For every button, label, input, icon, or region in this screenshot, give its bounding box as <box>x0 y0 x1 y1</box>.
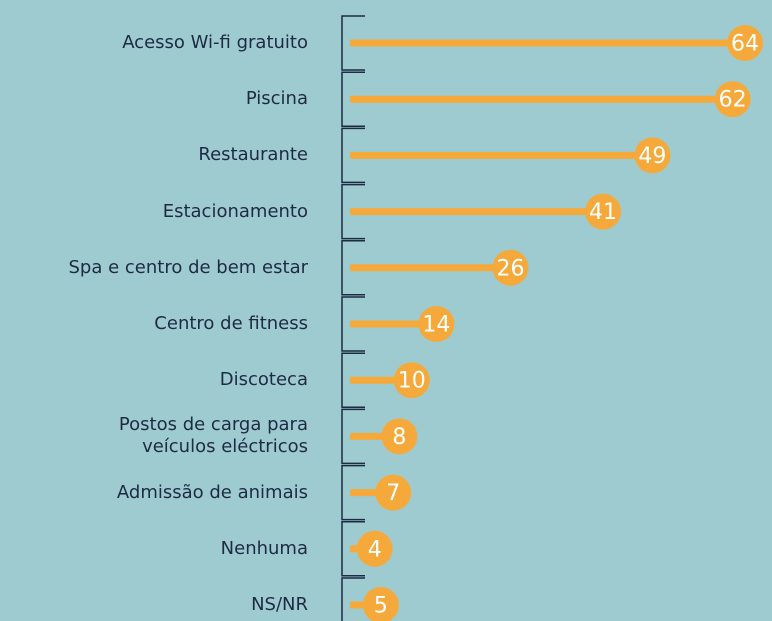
category-label: Restaurante <box>198 144 308 166</box>
category-label: Acesso Wi-fi gratuito <box>122 32 308 53</box>
dot <box>634 137 671 174</box>
category-label: Admissão de animais <box>116 481 308 503</box>
dot <box>375 474 412 511</box>
row-bracket <box>341 296 365 352</box>
dot <box>418 306 455 342</box>
row-bracket <box>341 183 365 240</box>
value-label: 10 <box>398 369 426 394</box>
value-label: 64 <box>731 32 759 57</box>
category-label: Piscina <box>245 88 308 110</box>
row-bracket <box>341 464 365 521</box>
value-label: 26 <box>496 256 524 281</box>
category-label: NS/NR <box>251 594 308 615</box>
value-label: 14 <box>422 313 450 338</box>
value-label: 4 <box>368 537 382 562</box>
value-label: 49 <box>638 144 666 169</box>
dot <box>393 362 430 399</box>
dot <box>362 587 399 621</box>
dot <box>356 530 393 567</box>
row-bracket <box>341 240 365 296</box>
dot <box>727 25 763 61</box>
value-label: 41 <box>589 200 617 225</box>
category-label: Nenhuma <box>220 537 308 559</box>
category-label: Centro de fitness <box>154 313 308 334</box>
value-label: 62 <box>719 88 747 113</box>
value-label: 7 <box>386 481 400 506</box>
row-bracket <box>341 15 365 71</box>
row-bracket <box>341 577 365 621</box>
value-label: 8 <box>392 425 406 450</box>
row-bracket <box>341 127 365 184</box>
category-label: Spa e centro de bem estar <box>68 256 309 278</box>
row-bracket <box>341 408 365 465</box>
dot <box>381 418 418 455</box>
value-label: 5 <box>374 594 388 619</box>
category-label: Estacionamento <box>162 200 308 222</box>
category-label: Discoteca <box>219 369 308 391</box>
dot <box>585 193 622 230</box>
category-label: Postos de carga para veículos eléctricos <box>118 414 308 458</box>
dot <box>714 81 751 118</box>
dot <box>492 249 529 286</box>
row-bracket <box>341 352 365 408</box>
row-bracket <box>341 71 365 127</box>
row-bracket <box>341 521 365 577</box>
